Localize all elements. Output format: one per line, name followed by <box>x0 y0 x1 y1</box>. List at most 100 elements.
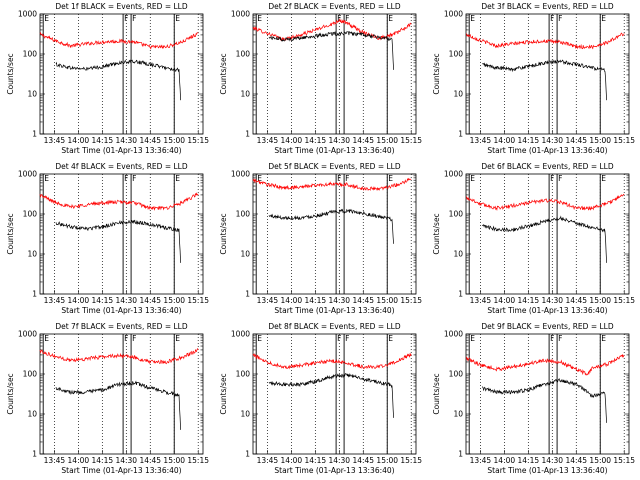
event-marker-label: E <box>257 334 262 343</box>
y-tick-label: 1000 <box>444 10 463 19</box>
x-tick-label: 15:00 <box>589 456 611 465</box>
chart-svg: Det 9f BLACK = Events, RED = LLD 1 10 100 10… <box>432 322 635 475</box>
x-tick-label: 14:00 <box>281 456 303 465</box>
y-tick-label: 10 <box>240 90 250 99</box>
x-tick-label: 15:00 <box>376 296 398 305</box>
y-axis-label: Counts/sec <box>6 373 15 414</box>
chart-panel: Det 3f BLACK = Events, RED = LLD 1 10 100 10… <box>426 0 639 160</box>
plot-frame <box>39 333 204 455</box>
chart-svg: Det 5f BLACK = Events, RED = LLD 1 10 100 10… <box>219 162 422 315</box>
plot-frame <box>252 333 417 455</box>
event-marker-label: E <box>175 334 180 343</box>
x-tick-label: 14:45 <box>352 456 374 465</box>
x-tick-label: 14:00 <box>68 296 90 305</box>
plot-frame <box>252 173 417 295</box>
lld-series-line <box>465 32 625 50</box>
x-tick-label: 15:15 <box>613 136 635 145</box>
event-marker-label: F <box>550 334 554 343</box>
event-marker-label: E <box>470 174 475 183</box>
event-marker-label: F <box>132 14 136 23</box>
x-tick-label: 15:15 <box>613 296 635 305</box>
plot-frame <box>465 333 630 455</box>
x-tick-label: 15:00 <box>376 456 398 465</box>
x-tick-label: 15:15 <box>187 296 209 305</box>
chart-panel: Det 7f BLACK = Events, RED = LLD 1 10 100 10… <box>0 320 213 480</box>
chart-svg: Det 8f BLACK = Events, RED = LLD 1 10 100 10… <box>219 322 422 475</box>
x-tick-label: 13:45 <box>257 456 279 465</box>
event-marker-label: E <box>470 14 475 23</box>
event-marker-label: E <box>470 334 475 343</box>
event-marker-label: E <box>175 174 180 183</box>
x-tick-label: 15:00 <box>163 136 185 145</box>
chart-title: Det 9f BLACK = Events, RED = LLD <box>481 322 614 331</box>
y-axis-label: Counts/sec <box>6 213 15 254</box>
x-tick-label: 14:15 <box>518 296 540 305</box>
x-tick-label: 14:30 <box>541 136 563 145</box>
x-tick-label: 15:15 <box>400 456 422 465</box>
y-tick-label: 100 <box>23 50 38 59</box>
events-series-line <box>55 380 181 430</box>
chart-title: Det 3f BLACK = Events, RED = LLD <box>481 2 614 11</box>
event-marker-label: F <box>124 174 128 183</box>
x-tick-label: 13:45 <box>44 136 66 145</box>
x-tick-label: 13:45 <box>470 456 492 465</box>
chart-svg: Det 2f BLACK = Events, RED = LLD 1 10 100 10… <box>219 2 422 155</box>
x-tick-label: 14:15 <box>305 296 327 305</box>
x-axis-label: Start Time (01-Apr-13 13:36:40) <box>487 466 607 475</box>
x-axis-label: Start Time (01-Apr-13 13:36:40) <box>274 306 394 315</box>
x-tick-label: 14:30 <box>328 296 350 305</box>
y-tick-label: 10 <box>27 410 37 419</box>
y-tick-label: 1 <box>32 290 37 299</box>
event-marker-label: E <box>388 14 393 23</box>
lld-series-line <box>39 192 199 211</box>
chart-svg: Det 6f BLACK = Events, RED = LLD 1 10 100 10… <box>432 162 635 315</box>
x-tick-label: 14:30 <box>115 296 137 305</box>
y-tick-label: 1000 <box>444 330 463 339</box>
y-tick-label: 1 <box>32 130 37 139</box>
chart-svg: Det 1f BLACK = Events, RED = LLD 1 10 100 10… <box>6 2 209 155</box>
x-tick-label: 14:15 <box>92 296 114 305</box>
y-tick-label: 1000 <box>231 170 250 179</box>
event-marker-label: F <box>558 14 562 23</box>
x-tick-label: 14:00 <box>68 456 90 465</box>
y-tick-label: 10 <box>27 250 37 259</box>
x-tick-label: 15:00 <box>589 136 611 145</box>
lld-series-line <box>39 31 199 50</box>
y-tick-label: 1000 <box>231 10 250 19</box>
y-tick-label: 1000 <box>231 330 250 339</box>
lld-series-line <box>465 354 625 376</box>
events-series-line <box>482 59 607 101</box>
y-tick-label: 1 <box>458 450 463 459</box>
chart-title: Det 5f BLACK = Events, RED = LLD <box>268 162 401 171</box>
event-marker-label: F <box>345 334 349 343</box>
event-marker-label: F <box>345 174 349 183</box>
x-tick-label: 14:00 <box>494 136 516 145</box>
event-marker-label: F <box>558 334 562 343</box>
event-marker-label: E <box>175 14 180 23</box>
chart-title: Det 6f BLACK = Events, RED = LLD <box>481 162 614 171</box>
y-tick-label: 1 <box>458 130 463 139</box>
events-series-line <box>268 373 394 418</box>
chart-panel: Det 8f BLACK = Events, RED = LLD 1 10 100 10… <box>213 320 426 480</box>
y-axis-label: Counts/sec <box>219 53 228 94</box>
chart-panel: Det 1f BLACK = Events, RED = LLD 1 10 100 10… <box>0 0 213 160</box>
chart-panel: Det 6f BLACK = Events, RED = LLD 1 10 100 10… <box>426 160 639 320</box>
y-tick-label: 10 <box>240 250 250 259</box>
event-marker-label: F <box>132 334 136 343</box>
x-tick-label: 15:15 <box>400 296 422 305</box>
event-marker-label: F <box>550 174 554 183</box>
event-marker-label: E <box>601 334 606 343</box>
lld-series-line <box>252 353 412 370</box>
event-marker-label: E <box>257 14 262 23</box>
x-axis-label: Start Time (01-Apr-13 13:36:40) <box>487 146 607 155</box>
x-tick-label: 14:00 <box>281 136 303 145</box>
y-axis-label: Counts/sec <box>6 53 15 94</box>
y-tick-label: 1000 <box>18 170 37 179</box>
events-series-line <box>268 30 394 70</box>
y-axis-label: Counts/sec <box>432 373 441 414</box>
event-marker-label: E <box>388 174 393 183</box>
events-series-line <box>55 219 181 263</box>
x-tick-label: 14:45 <box>139 296 161 305</box>
plot-frame <box>252 13 417 135</box>
events-series-line <box>55 59 181 101</box>
